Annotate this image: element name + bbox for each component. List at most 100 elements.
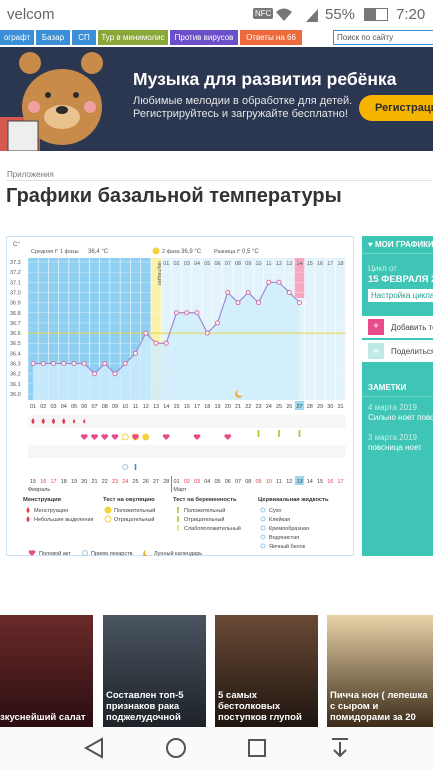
date-label: 22 xyxy=(102,479,108,485)
day-label: 23 xyxy=(255,404,261,410)
temp-area xyxy=(33,282,300,400)
back-button[interactable] xyxy=(83,737,103,759)
day-column xyxy=(58,258,69,400)
intercourse xyxy=(162,434,170,440)
legend-item: Кремообразная xyxy=(269,526,309,532)
temp-point xyxy=(30,361,36,367)
temp-point xyxy=(286,289,292,295)
legend-title: Тест на беременность xyxy=(173,496,237,503)
nav-tab[interactable]: Базар xyxy=(36,30,70,45)
legend-item: Менструация xyxy=(34,508,68,514)
y-tick-label: 37.3 xyxy=(10,260,21,266)
legend-item: Небольшие выделения xyxy=(34,517,94,523)
phase2-day: 02 xyxy=(173,261,179,267)
article-card[interactable]: зкуснейший салат xyxy=(0,615,93,727)
article-card[interactable]: Составлен топ-5 признаков рака поджелудо… xyxy=(103,615,206,727)
date-label: 02 xyxy=(184,479,190,485)
search-box[interactable]: Поиск по сайту xyxy=(333,30,433,45)
phase2-day: 09 xyxy=(245,261,251,267)
temp-point xyxy=(122,361,128,367)
nav-tab[interactable]: Ответы на 66 xyxy=(240,30,302,45)
legend-item: Водянистая xyxy=(269,535,299,541)
temp-point xyxy=(256,300,261,306)
marker-row xyxy=(27,460,346,473)
day-column xyxy=(325,258,336,400)
temp-point xyxy=(276,279,282,285)
article-title: зкуснейший салат xyxy=(0,712,86,723)
notifications-button[interactable] xyxy=(332,738,348,758)
ovulation-test xyxy=(121,433,129,441)
date-label: 27 xyxy=(153,479,159,485)
day-column xyxy=(110,258,120,400)
legend-icon xyxy=(28,550,36,556)
share-label: Поделиться с xyxy=(391,347,433,356)
phase2-day: 17 xyxy=(327,261,333,267)
date-label: 21 xyxy=(91,479,97,485)
day-label: 03 xyxy=(50,404,56,410)
sidebar-divider xyxy=(362,253,433,254)
banner-button[interactable]: Регистраци xyxy=(359,95,433,121)
cycle-settings[interactable]: Настройка цикла xyxy=(368,289,433,302)
day-column xyxy=(38,258,49,400)
home-button[interactable] xyxy=(166,738,186,758)
day-label: 25 xyxy=(276,404,282,410)
article-title: Составлен топ-5 признаков рака поджелудо… xyxy=(106,690,184,723)
phase2-day: 12 xyxy=(276,261,282,267)
y-tick-label: 36.6 xyxy=(10,331,21,337)
menstruation-drop xyxy=(41,418,45,424)
date-label: 08 xyxy=(245,479,251,485)
intercourse xyxy=(111,434,119,440)
legend-icon xyxy=(104,506,112,514)
status-bar: velcom NFC 55% 7:20 xyxy=(0,0,433,28)
temp-point xyxy=(61,361,67,367)
day-column xyxy=(79,258,90,400)
nav-tab[interactable]: СП xyxy=(72,30,96,45)
recents-button[interactable] xyxy=(248,739,266,757)
nav-tab[interactable]: Против вирусов xyxy=(170,30,238,45)
legend-icon xyxy=(26,507,30,513)
day-column xyxy=(69,258,79,400)
temp-point xyxy=(133,350,138,356)
breadcrumb[interactable]: Приложения xyxy=(7,170,54,179)
y-tick-label: 37.2 xyxy=(10,270,21,276)
date-label: 20 xyxy=(81,479,87,485)
system-nav xyxy=(0,727,433,770)
date-label: 18 xyxy=(61,479,67,485)
note-date: 4 марта 2019 xyxy=(368,403,417,412)
temp-point xyxy=(92,371,97,377)
nav-tab[interactable]: ографт xyxy=(0,30,34,45)
temp-point xyxy=(235,300,241,306)
nav-tab[interactable]: Тур в минимолис xyxy=(98,30,168,45)
cycle-date: 15 ФЕВРАЛЯ 20 xyxy=(368,274,433,285)
date-label: 01 xyxy=(173,479,179,485)
day-label: 17 xyxy=(194,404,200,410)
temp-point xyxy=(40,361,46,367)
note-text[interactable]: Сильно ноет повсюн xyxy=(368,413,433,422)
day-label: 02 xyxy=(40,404,46,410)
article-card[interactable]: 5 самых бестолковых поступков глупой xyxy=(215,615,318,727)
legend-item: Слабоположительный xyxy=(184,525,241,532)
date-label: 15 xyxy=(30,479,36,485)
intercourse xyxy=(132,434,139,440)
banner[interactable]: Музыка для развития ребёнка Любимые мело… xyxy=(0,47,433,151)
day-label: 04 xyxy=(61,404,67,410)
y-tick-label: 36.4 xyxy=(10,351,21,357)
phase2-day: 05 xyxy=(204,261,210,267)
intercourse xyxy=(193,434,201,440)
marker-row xyxy=(27,445,346,458)
day-label: 14 xyxy=(163,404,169,410)
my-charts[interactable]: ♥ МОИ ГРАФИКИ xyxy=(368,240,433,249)
day-column xyxy=(89,258,100,400)
phase2-day: 04 xyxy=(194,261,200,267)
day-label: 29 xyxy=(317,404,323,410)
day-label: 15 xyxy=(173,404,179,410)
note-text[interactable]: повсница ноет xyxy=(368,443,422,452)
day-label: 10 xyxy=(122,404,128,410)
date-label: 16 xyxy=(40,479,46,485)
legend-icon xyxy=(260,507,266,513)
day-label: 26 xyxy=(286,404,292,410)
pill-icon xyxy=(122,464,129,470)
article-card[interactable]: Пичча нон ( лепешка с сыром и помидорами… xyxy=(327,615,433,727)
ovulation-dot xyxy=(152,247,160,255)
day-label: 12 xyxy=(143,404,149,410)
